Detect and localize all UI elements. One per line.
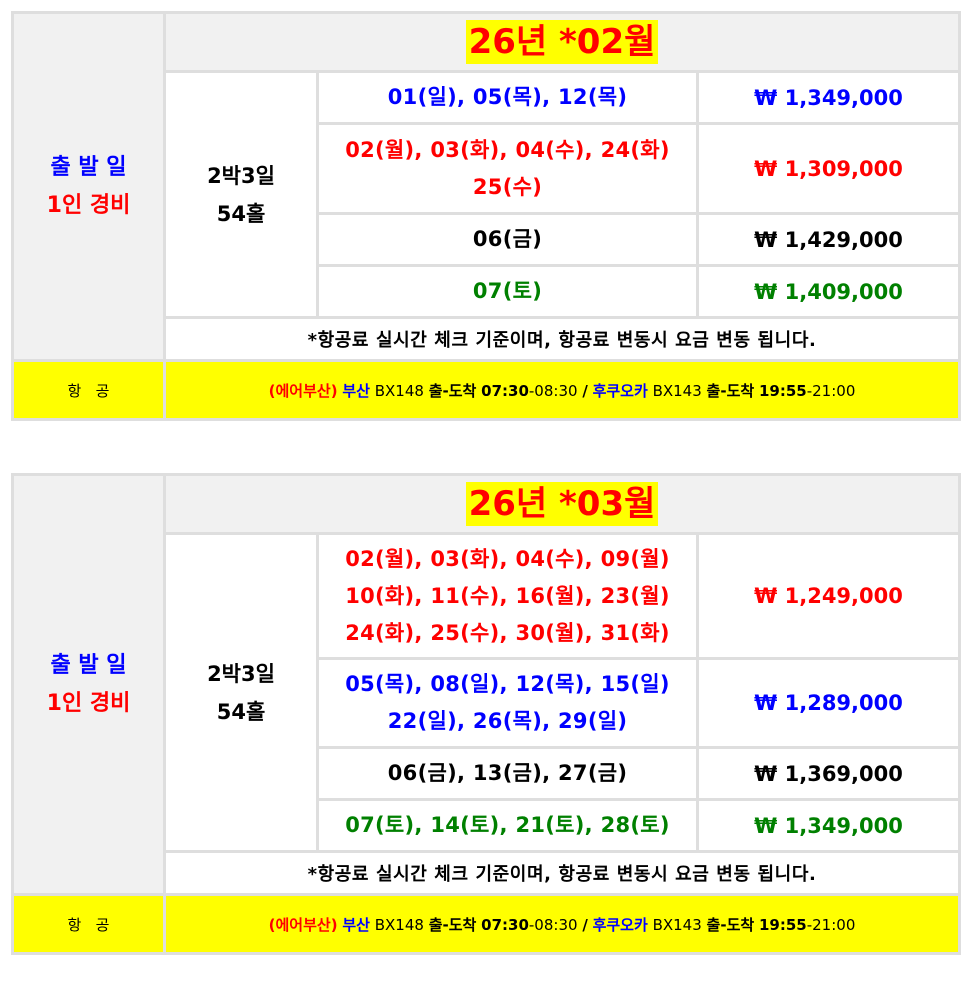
airfare-note: *항공료 실시간 체크 기준이며, 항공료 변동시 요금 변동 됩니다. bbox=[166, 853, 959, 893]
dates-line: 10(화), 11(수), 16(월), 23(월) bbox=[345, 583, 670, 608]
return-flight-number: BX143 bbox=[652, 915, 702, 934]
flight-separator: / bbox=[582, 381, 588, 400]
out-departure-time: 07:30 bbox=[481, 381, 529, 400]
price-cell: ₩ 1,429,000 bbox=[699, 215, 959, 264]
dates-line: 02(월), 03(화), 04(수), 24(화) bbox=[345, 137, 670, 162]
out-word: 출-도착 bbox=[428, 381, 477, 400]
dates-cell: 02(월), 03(화), 04(수), 09(월) 10(화), 11(수),… bbox=[319, 535, 696, 657]
duration-cell: 2박3일 54홀 bbox=[166, 73, 316, 316]
dates-line: 24(화), 25(수), 30(월), 31(화) bbox=[345, 620, 670, 645]
out-departure-time: 07:30 bbox=[481, 915, 529, 934]
price-cell: ₩ 1,349,000 bbox=[699, 801, 959, 850]
per-person-label: 1인 경비 bbox=[46, 192, 131, 218]
price-cell: ₩ 1,369,000 bbox=[699, 749, 959, 798]
out-word: 출-도착 bbox=[428, 915, 477, 934]
return-flight-number: BX143 bbox=[652, 381, 702, 400]
origin-city: 부산 bbox=[342, 915, 370, 934]
month-title: 26년 *03월 bbox=[465, 482, 659, 526]
month-header: 26년 *03월 bbox=[166, 476, 959, 532]
flight-separator: / bbox=[582, 915, 588, 934]
holes-label: 54홀 bbox=[216, 699, 266, 724]
price-cell: ₩ 1,409,000 bbox=[699, 267, 959, 316]
out-flight-number: BX148 bbox=[374, 381, 424, 400]
return-word: 출-도착 bbox=[706, 381, 755, 400]
departure-label-cell: 출 발 일 1인 경비 bbox=[14, 14, 163, 359]
dates-cell: 06(금) bbox=[319, 215, 696, 264]
airline-name: (에어부산) bbox=[268, 915, 338, 934]
flight-label: 항 공 bbox=[14, 896, 163, 952]
holes-label: 54홀 bbox=[216, 201, 266, 226]
return-word: 출-도착 bbox=[706, 915, 755, 934]
flight-label: 항 공 bbox=[14, 362, 163, 418]
price-cell: ₩ 1,309,000 bbox=[699, 125, 959, 212]
duration-label: 2박3일 bbox=[207, 661, 275, 686]
origin-city: 부산 bbox=[342, 381, 370, 400]
month-title: 26년 *02월 bbox=[465, 20, 659, 64]
departure-label: 출 발 일 bbox=[50, 154, 127, 180]
airfare-note: *항공료 실시간 체크 기준이며, 항공료 변동시 요금 변동 됩니다. bbox=[166, 319, 959, 359]
return-departure-time: 19:55 bbox=[758, 915, 807, 934]
price-cell: ₩ 1,349,000 bbox=[699, 73, 959, 122]
dates-cell: 06(금), 13(금), 27(금) bbox=[319, 749, 696, 798]
dates-line: 05(목), 08(일), 12(목), 15(일) bbox=[345, 672, 670, 696]
return-arrival-time: -21:00 bbox=[806, 381, 856, 400]
destination-city: 후쿠오카 bbox=[592, 381, 648, 400]
dates-cell: 05(목), 08(일), 12(목), 15(일) 22(일), 26(목),… bbox=[319, 660, 696, 746]
price-cell: ₩ 1,249,000 bbox=[699, 535, 959, 657]
airline-name: (에어부산) bbox=[268, 381, 338, 400]
duration-label: 2박3일 bbox=[207, 163, 275, 188]
dates-line: 22(일), 26(목), 29(일) bbox=[387, 709, 628, 733]
return-arrival-time: -21:00 bbox=[806, 915, 856, 934]
out-arrival-time: -08:30 bbox=[528, 381, 578, 400]
dates-line: 06(금) bbox=[472, 227, 543, 251]
flight-info: (에어부산) 부산 BX148 출-도착 07:30-08:30 / 후쿠오카 … bbox=[166, 896, 959, 952]
out-arrival-time: -08:30 bbox=[528, 915, 578, 934]
dates-line: 25(수) bbox=[472, 174, 543, 199]
dates-line: 02(월), 03(화), 04(수), 09(월) bbox=[345, 546, 670, 571]
dates-cell: 02(월), 03(화), 04(수), 24(화) 25(수) bbox=[319, 125, 696, 212]
destination-city: 후쿠오카 bbox=[592, 915, 648, 934]
price-table-mar: 출 발 일 1인 경비 26년 *03월 2박3일 54홀 02(월), 03(… bbox=[11, 473, 962, 955]
per-person-label: 1인 경비 bbox=[46, 690, 131, 716]
out-flight-number: BX148 bbox=[374, 915, 424, 934]
dates-line: 07(토), 14(토), 21(토), 28(토) bbox=[345, 813, 670, 837]
price-table-feb: 출 발 일 1인 경비 26년 *02월 2박3일 54홀 01(일), 05(… bbox=[11, 11, 962, 421]
return-departure-time: 19:55 bbox=[758, 381, 807, 400]
departure-label-cell: 출 발 일 1인 경비 bbox=[14, 476, 163, 893]
month-header: 26년 *02월 bbox=[166, 14, 959, 70]
dates-cell: 07(토), 14(토), 21(토), 28(토) bbox=[319, 801, 696, 850]
dates-line: 07(토) bbox=[472, 279, 543, 303]
dates-line: 01(일), 05(목), 12(목) bbox=[387, 85, 628, 109]
dates-cell: 01(일), 05(목), 12(목) bbox=[319, 73, 696, 122]
price-cell: ₩ 1,289,000 bbox=[699, 660, 959, 746]
flight-info: (에어부산) 부산 BX148 출-도착 07:30-08:30 / 후쿠오카 … bbox=[166, 362, 959, 418]
duration-cell: 2박3일 54홀 bbox=[166, 535, 316, 850]
departure-label: 출 발 일 bbox=[50, 652, 127, 678]
dates-cell: 07(토) bbox=[319, 267, 696, 316]
dates-line: 06(금), 13(금), 27(금) bbox=[387, 761, 628, 785]
